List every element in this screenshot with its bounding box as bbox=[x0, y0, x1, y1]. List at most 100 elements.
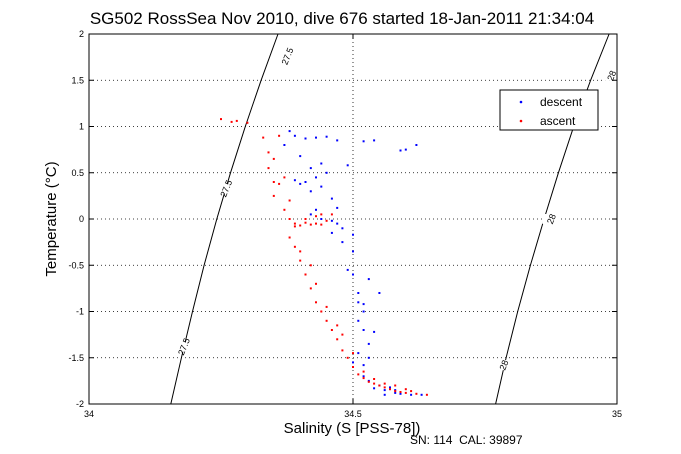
descent-point bbox=[362, 329, 365, 331]
ascent-point bbox=[367, 380, 370, 383]
legend-label-ascent: ascent bbox=[540, 114, 576, 128]
descent-point bbox=[336, 222, 339, 225]
descent-point bbox=[357, 319, 360, 322]
ascent-point bbox=[278, 182, 281, 185]
ascent-point bbox=[267, 167, 270, 170]
chart-title: SG502 RossSea Nov 2010, dive 676 started… bbox=[90, 9, 594, 28]
ascent-point bbox=[373, 382, 376, 385]
descent-point bbox=[357, 301, 360, 304]
ascent-point bbox=[362, 377, 365, 380]
ascent-point bbox=[299, 224, 302, 227]
y-axis-label: Temperature (°C) bbox=[43, 161, 60, 276]
descent-point bbox=[299, 182, 302, 185]
ascent-point bbox=[394, 384, 397, 387]
descent-point bbox=[352, 233, 354, 236]
ascent-point bbox=[320, 213, 323, 216]
ascent-point bbox=[320, 310, 323, 313]
ascent-point bbox=[235, 119, 238, 122]
ascent-point bbox=[336, 324, 339, 327]
ascent-point bbox=[383, 382, 386, 385]
descent-point bbox=[304, 181, 307, 183]
descent-point bbox=[341, 227, 344, 230]
ascent-point bbox=[309, 287, 312, 290]
ascent-point bbox=[357, 373, 360, 376]
ascent-point bbox=[325, 319, 328, 322]
y-tick-label: -2 bbox=[76, 399, 84, 409]
ascent-point bbox=[415, 392, 418, 395]
x-tick-label: 35 bbox=[612, 409, 622, 419]
descent-point bbox=[346, 164, 349, 167]
ascent-point bbox=[425, 393, 428, 396]
ascent-point bbox=[325, 219, 328, 222]
ascent-point bbox=[341, 349, 344, 352]
descent-point bbox=[362, 375, 365, 378]
grid bbox=[89, 34, 617, 404]
y-tick-label: 0 bbox=[79, 214, 84, 224]
descent-point bbox=[383, 393, 386, 396]
ascent-point bbox=[278, 134, 281, 137]
legend: descent ascent bbox=[499, 89, 599, 131]
x-tick-label: 34 bbox=[84, 409, 94, 419]
descent-point bbox=[330, 219, 333, 222]
contour-label-bg bbox=[602, 70, 621, 81]
y-tick-label: 2 bbox=[79, 29, 84, 39]
legend-box bbox=[499, 89, 599, 131]
ascent-point bbox=[373, 378, 376, 380]
descent-point bbox=[330, 197, 333, 200]
descent-point bbox=[283, 144, 286, 146]
contour-label: 28 bbox=[497, 359, 510, 372]
descent-point bbox=[378, 292, 381, 294]
descent-point bbox=[325, 135, 328, 138]
y-tick-label: -1.5 bbox=[68, 353, 84, 363]
descent-point bbox=[373, 139, 376, 142]
contour-label-bg bbox=[175, 341, 194, 352]
ascent-point bbox=[325, 305, 328, 308]
descent-point bbox=[415, 144, 418, 146]
serial-calibration-footer: SN: 114 CAL: 39897 bbox=[410, 433, 523, 447]
ascent-point bbox=[299, 250, 302, 253]
ascent-point bbox=[362, 370, 365, 373]
descent-point bbox=[336, 139, 339, 142]
descent-point bbox=[362, 364, 365, 367]
descent-point bbox=[373, 387, 376, 390]
ascent-point bbox=[246, 121, 249, 124]
ascent-point bbox=[383, 386, 386, 389]
descent-point bbox=[357, 352, 360, 355]
descent-point bbox=[399, 392, 402, 395]
descent-point bbox=[309, 190, 312, 193]
x-tick-label: 34.5 bbox=[344, 409, 362, 419]
descent-point bbox=[410, 393, 413, 396]
ascent-point bbox=[352, 352, 354, 355]
descent-point bbox=[420, 393, 423, 396]
descent-point bbox=[362, 303, 365, 306]
ascent-point bbox=[283, 176, 286, 179]
descent-point bbox=[315, 136, 317, 139]
ascent-point bbox=[315, 282, 317, 285]
descent-point bbox=[383, 389, 386, 392]
ascent-point bbox=[315, 301, 317, 304]
ascent-point bbox=[320, 223, 323, 226]
ascent-point bbox=[352, 366, 354, 368]
ascent-point bbox=[315, 215, 317, 218]
contour-label: 28 bbox=[545, 212, 558, 225]
ascent-point bbox=[304, 273, 307, 276]
descent-point bbox=[320, 162, 323, 165]
ascent-point bbox=[293, 222, 296, 225]
ascent-point bbox=[267, 151, 270, 154]
ascent-point bbox=[272, 157, 275, 160]
descent-point bbox=[352, 250, 354, 253]
ascent-point bbox=[404, 388, 407, 391]
descent-point bbox=[320, 185, 323, 188]
descent-point bbox=[367, 342, 370, 345]
legend-marker-ascent bbox=[519, 119, 523, 123]
descent-point bbox=[394, 391, 397, 394]
ascent-point bbox=[309, 264, 312, 267]
ascent-point bbox=[304, 221, 307, 224]
descent-point bbox=[352, 273, 354, 276]
ascent-point bbox=[378, 384, 381, 387]
descent-point bbox=[352, 361, 354, 364]
legend-marker-descent bbox=[519, 100, 523, 104]
contour-label: 28 bbox=[605, 69, 618, 82]
descent-point bbox=[293, 179, 296, 182]
